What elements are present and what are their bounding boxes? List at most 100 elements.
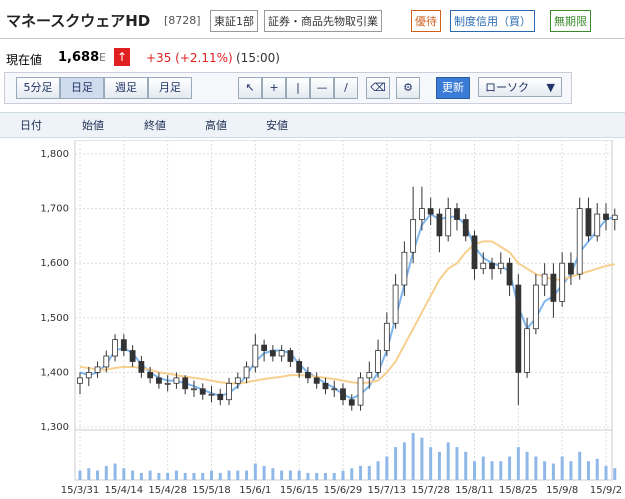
y-tick-label: 1,300 [40,422,69,433]
candle-body [164,382,171,385]
volume-bar [113,463,117,480]
candle-body [129,350,136,362]
style-label: ローソク [485,81,529,94]
candle-body [611,214,618,220]
volume-bar [122,468,126,480]
volume-bar [315,472,319,480]
candle-body [532,284,539,330]
y-tick-label: 1,600 [40,258,69,269]
tool-vline[interactable]: | [286,77,310,99]
x-tick-label: 15/7/28 [411,485,450,496]
tool-settings[interactable]: ⚙ [396,77,420,99]
volume-bar [87,468,91,480]
volume-bar [613,468,617,480]
volume-bar [508,456,512,480]
candle-body [173,377,180,384]
volume-bar [446,442,450,480]
candle-body [261,344,268,351]
x-tick-label: 15/7/13 [368,485,407,496]
candle-body [471,235,478,270]
volume-bar [604,465,608,480]
volume-bar [245,470,249,480]
x-tick-label: 15/4/28 [148,485,187,496]
volume-bar [297,470,301,480]
volume-bar [218,472,222,480]
candle-body [568,262,574,275]
volume-bar [429,447,433,480]
period-button[interactable]: 日足 [60,77,104,99]
volume-bar [490,461,494,480]
candle-body [340,388,346,401]
candle-body [366,371,373,379]
candle-body [594,213,601,237]
candle-body [191,388,197,391]
candle-body [234,377,241,384]
candle-body [322,382,329,390]
volume-bar [236,470,240,480]
volume-bar [166,472,170,480]
candle-body [427,208,434,215]
x-tick-label: 15/9/8 [546,485,578,496]
change: +35 (+2.11%) [146,51,233,65]
divider [0,38,625,39]
x-tick-label: 15/6/1 [239,485,271,496]
candle-body [603,213,609,220]
volume-bar [551,463,555,480]
tool-hline[interactable]: — [310,77,334,99]
candle-body [147,371,154,379]
candle-body [357,377,364,406]
x-tick-label: 15/4/14 [105,485,144,496]
chart: 1,300 1,400 1,500 1,600 1,700 1,800 15/3/31 15/… [40,140,622,496]
volume-bar [481,456,485,480]
volume-bar [437,451,441,480]
candle-body [392,284,399,324]
tool-pointer[interactable]: ↖ [238,77,262,99]
stock-name: マネースクウェアHD [6,12,151,30]
period-button[interactable]: 5分足 [16,77,60,99]
x-tick-label: 15/9/2 [590,485,622,496]
volume-bar [516,447,520,480]
candle-body [462,219,469,237]
tool-cross[interactable]: + [262,77,286,99]
y-tick-label: 1,500 [40,313,69,324]
moving-average-line [79,212,616,400]
tool-trend[interactable]: / [334,77,358,99]
candle-body [418,208,425,220]
price: 1,688 [58,50,100,65]
candle-body [77,377,83,384]
candle-body [182,377,189,390]
volume-bar [271,468,275,480]
volume-bar [157,472,161,480]
up-arrow: ↑ [114,48,130,66]
volume-bar [148,470,152,480]
x-tick-label: 15/3/31 [61,485,100,496]
candle-body [436,213,443,237]
candle-body [585,208,592,237]
volume-bar [525,451,529,480]
period-button[interactable]: 週足 [104,77,148,99]
volume-bar [139,472,143,480]
volume-bar [350,468,354,480]
volume-bar [174,470,178,480]
y-tick-label: 1,800 [40,149,69,160]
x-tick-label: 15/6/15 [280,485,319,496]
volume-bar [586,461,590,480]
candle-body [103,355,110,368]
candle-body [489,262,495,270]
tool-erase[interactable]: ⌫ [366,77,390,99]
column-label: 安値 [266,119,288,132]
volume-bar [183,472,187,480]
period-button[interactable]: 月足 [148,77,192,99]
volume-bar [201,472,205,480]
refresh-button[interactable]: 更新 [436,77,470,99]
volume-bar [499,461,503,480]
candle-body [199,388,206,395]
column-label: 日付 [20,119,42,132]
volume-bar [464,451,468,480]
volume-bar [131,470,135,480]
candle-body [138,361,145,373]
style-select[interactable]: ローソク ▼ [478,77,562,97]
candle-body [278,350,285,357]
candle-body [541,273,548,286]
